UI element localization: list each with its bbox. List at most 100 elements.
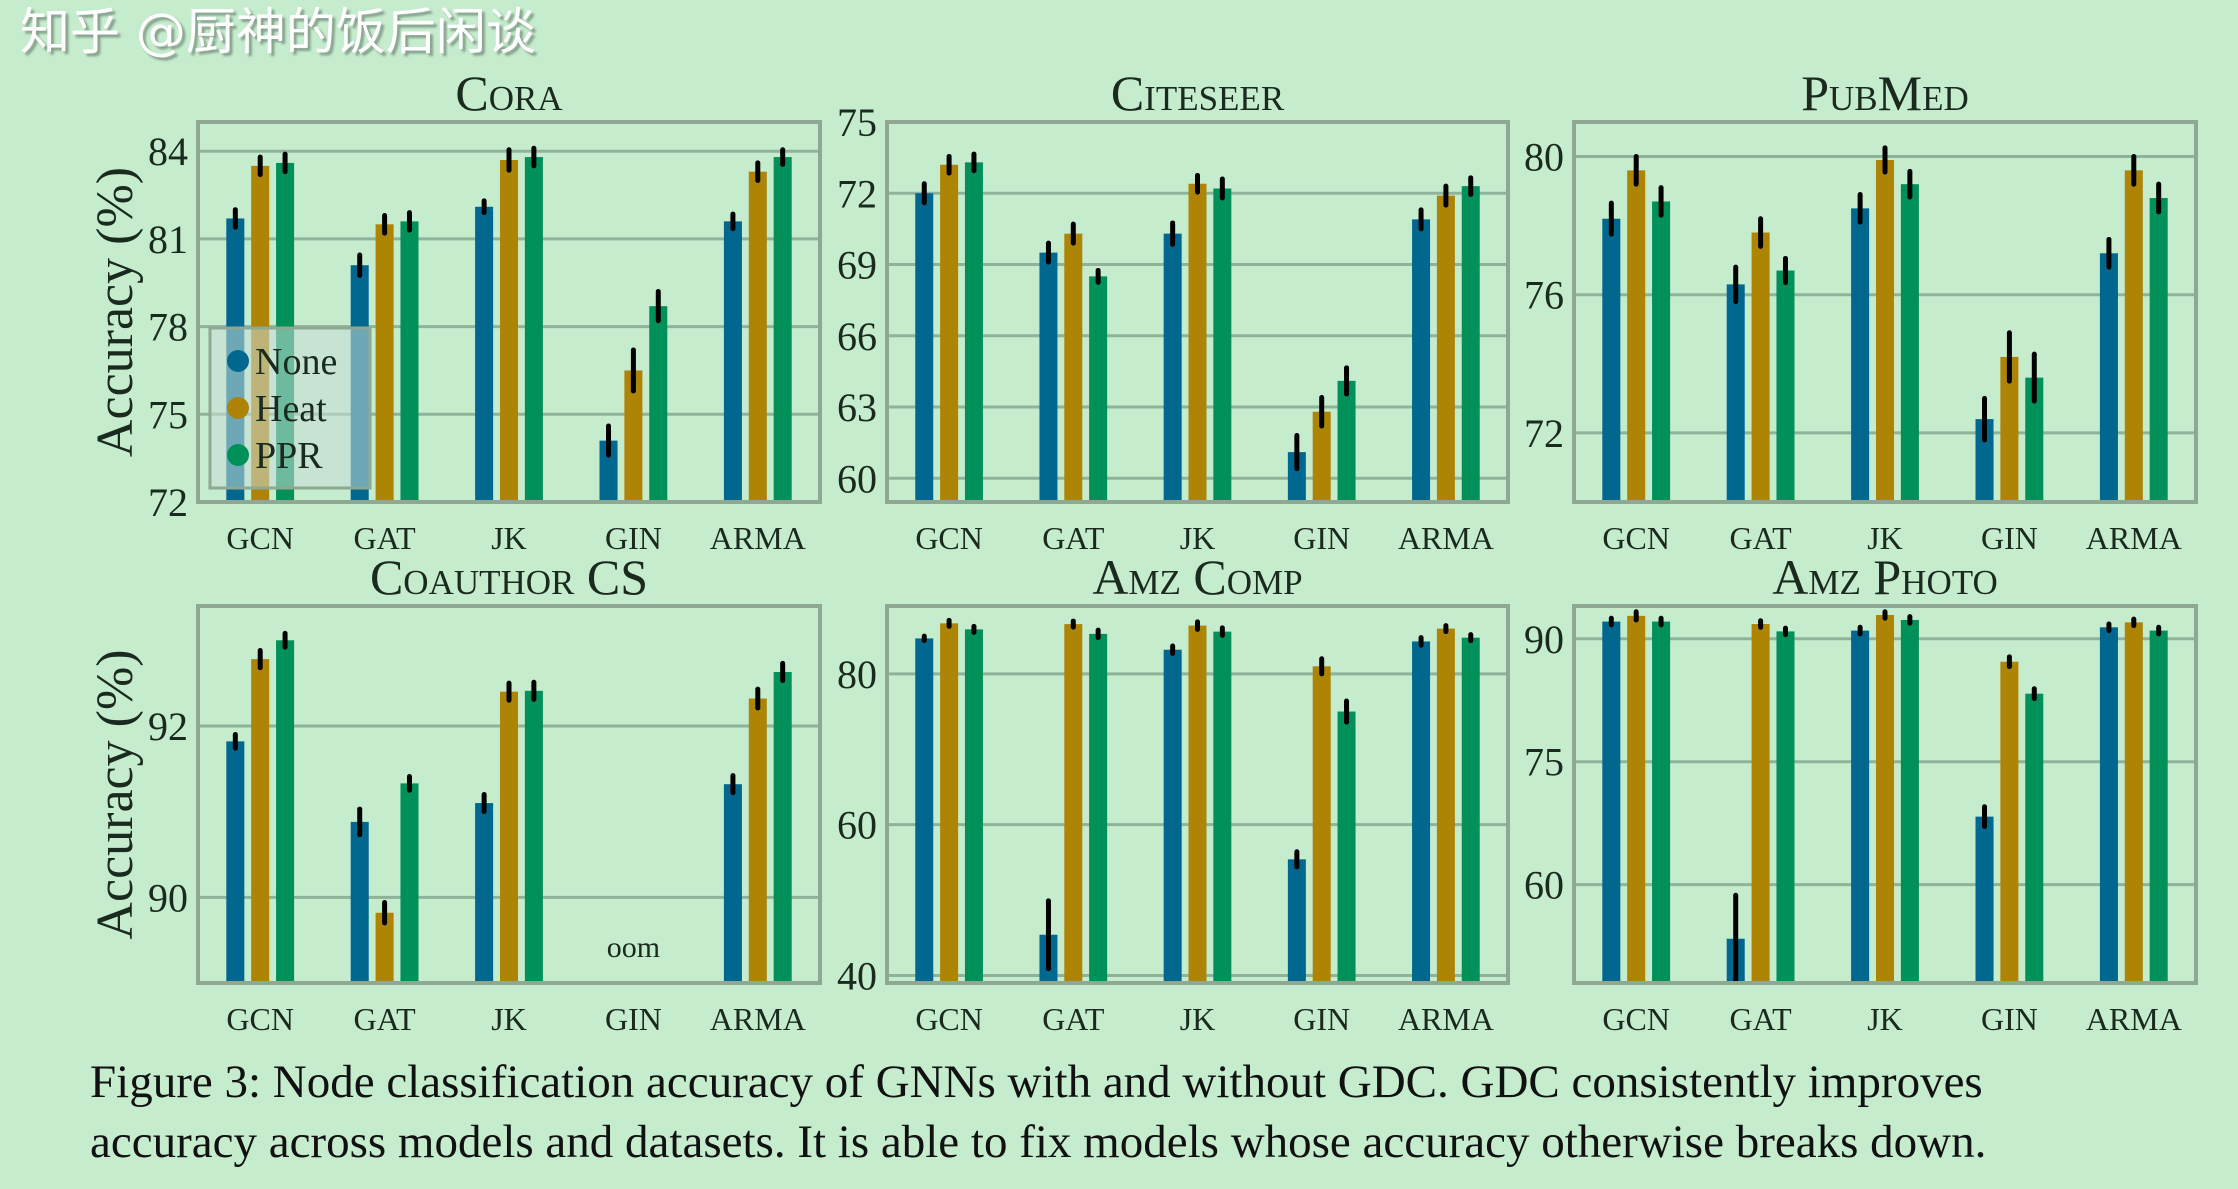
bar-heat xyxy=(2000,661,2019,983)
bar-none xyxy=(1851,630,1870,983)
bar-none xyxy=(475,803,494,983)
bar-ppr xyxy=(2149,198,2168,502)
bar-ppr xyxy=(1337,380,1356,502)
bar-heat xyxy=(1188,625,1207,983)
bar-heat xyxy=(1312,411,1331,502)
bar-heat xyxy=(1875,160,1895,502)
bar-none xyxy=(1163,649,1182,983)
bar-none xyxy=(723,221,742,502)
chart-panel: 60 75 90 GCN GAT JK GIN ARMA Amz Photo xyxy=(1524,549,2198,1037)
x-tick-label: GIN xyxy=(1293,1001,1350,1037)
y-tick-label: 75 xyxy=(1524,740,1564,785)
legend-marker-none xyxy=(227,350,249,372)
y-axis-label: Accuracy (%) xyxy=(87,167,144,457)
bar-heat xyxy=(375,224,394,503)
x-tick-label: GIN xyxy=(605,1001,662,1037)
y-tick-label: 81 xyxy=(148,217,188,262)
bar-none xyxy=(1975,816,1994,983)
y-tick-label: 66 xyxy=(837,314,877,359)
axes-frame xyxy=(885,604,1510,985)
bar-none xyxy=(723,784,742,983)
chart-panel: 72 75 78 81 84 GCN GAT JK GIN ARMA Cora Accuracy (%… xyxy=(87,65,822,556)
bar-ppr xyxy=(1213,631,1232,983)
watermark: 知乎 @厨神的饭后闲谈 xyxy=(20,3,536,61)
y-tick-label: 84 xyxy=(148,129,188,174)
bar-none xyxy=(1287,452,1306,502)
bar-heat xyxy=(251,659,270,983)
bar-heat xyxy=(748,171,767,502)
bar-ppr xyxy=(964,162,983,502)
bar-none xyxy=(1602,621,1621,983)
bar-ppr xyxy=(1652,201,1671,503)
bar-none xyxy=(1851,208,1870,502)
x-tick-label: GIN xyxy=(1981,1001,2038,1037)
bar-ppr xyxy=(524,690,543,983)
bar-none xyxy=(1287,859,1306,983)
x-tick-label: JK xyxy=(1180,520,1216,556)
x-tick-label: ARMA xyxy=(710,520,806,556)
x-tick-label: JK xyxy=(491,1001,527,1037)
x-tick-label: GAT xyxy=(353,1001,416,1037)
axes-frame xyxy=(885,120,1510,504)
bar-heat xyxy=(375,912,394,983)
bar-heat xyxy=(1064,624,1083,983)
x-tick-label: ARMA xyxy=(2086,1001,2182,1037)
bar-heat xyxy=(940,164,959,502)
x-tick-label: ARMA xyxy=(1398,1001,1494,1037)
bar-none xyxy=(599,440,618,502)
y-tick-label: 80 xyxy=(837,652,877,697)
bar-heat xyxy=(1875,615,1895,983)
bar-heat xyxy=(1627,615,1646,983)
x-tick-label: GCN xyxy=(226,1001,294,1037)
bar-heat xyxy=(1751,624,1770,983)
bar-heat xyxy=(1436,195,1455,502)
bar-ppr xyxy=(1776,270,1795,502)
y-tick-label: 76 xyxy=(1524,273,1564,318)
bar-ppr xyxy=(1089,276,1108,502)
x-tick-label: GIN xyxy=(1293,520,1350,556)
oom-annotation: oom xyxy=(607,931,660,964)
x-tick-label: JK xyxy=(1867,1001,1903,1037)
bar-none xyxy=(1412,219,1431,502)
x-tick-label: GAT xyxy=(1042,1001,1105,1037)
x-tick-label: GCN xyxy=(1602,1001,1670,1037)
x-tick-label: GIN xyxy=(605,520,662,556)
chart-title: Citeseer xyxy=(1111,65,1285,121)
y-tick-label: 72 xyxy=(148,480,188,525)
chart-panel: 90 92 GCN GAT JK GIN oom ARMA Coauthor CS Accurac… xyxy=(87,549,822,1037)
bar-heat xyxy=(499,691,519,983)
bar-ppr xyxy=(2149,630,2168,983)
x-tick-label: ARMA xyxy=(1398,520,1494,556)
legend-marker-ppr xyxy=(227,444,249,466)
bar-ppr xyxy=(2025,377,2044,502)
bar-ppr xyxy=(773,671,792,983)
bar-none xyxy=(1039,252,1058,502)
bar-ppr xyxy=(1900,619,1919,983)
chart-title: Amz Comp xyxy=(1092,549,1302,605)
y-tick-label: 90 xyxy=(1524,617,1564,662)
bar-none xyxy=(1412,641,1431,983)
bar-none xyxy=(2099,627,2118,983)
bar-heat xyxy=(1064,233,1083,502)
bar-heat xyxy=(1751,232,1770,502)
chart-title: Coauthor CS xyxy=(370,549,648,605)
bar-none xyxy=(1602,218,1621,502)
x-tick-label: JK xyxy=(1180,1001,1216,1037)
bar-heat xyxy=(1627,170,1646,502)
bar-ppr xyxy=(1213,188,1232,502)
y-tick-label: 69 xyxy=(837,243,877,288)
x-tick-label: ARMA xyxy=(710,1001,806,1037)
bar-ppr xyxy=(524,157,543,503)
bar-heat xyxy=(2124,170,2143,502)
bar-none xyxy=(915,638,934,983)
bar-ppr xyxy=(1089,633,1108,983)
bar-ppr xyxy=(649,306,668,502)
x-tick-label: GCN xyxy=(226,520,294,556)
y-tick-label: 78 xyxy=(148,305,188,350)
y-tick-label: 72 xyxy=(837,171,877,216)
y-tick-label: 92 xyxy=(148,704,188,749)
x-tick-label: GAT xyxy=(1729,1001,1792,1037)
bar-none xyxy=(226,741,245,983)
bar-ppr xyxy=(964,629,983,983)
caption-line-2: accuracy across models and datasets. It … xyxy=(90,1116,1987,1168)
